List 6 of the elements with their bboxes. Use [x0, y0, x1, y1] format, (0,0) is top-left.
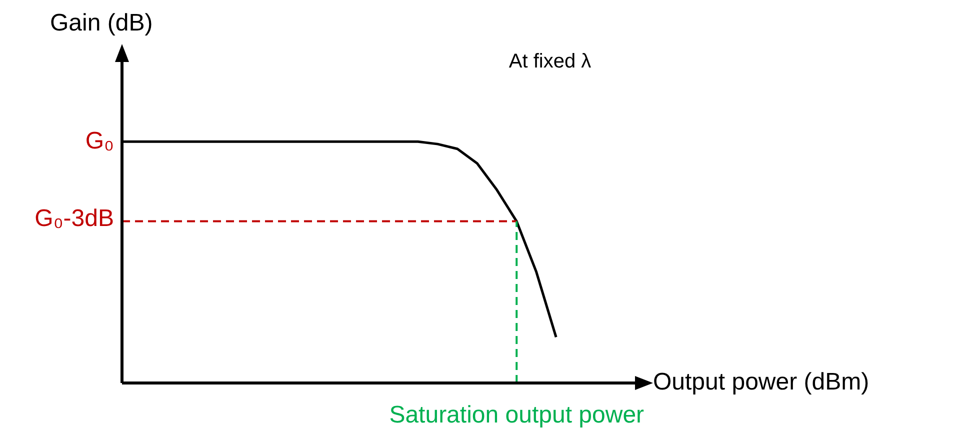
text: G₀	[85, 127, 114, 154]
text: At fixed λ	[508, 50, 592, 73]
text: Saturation output power	[389, 402, 644, 429]
y-axis-title: Gain (dB)	[50, 10, 153, 37]
ref-line-label: G₀-3dB	[34, 204, 114, 232]
x-axis-title: Output power (dBm)	[653, 368, 870, 396]
